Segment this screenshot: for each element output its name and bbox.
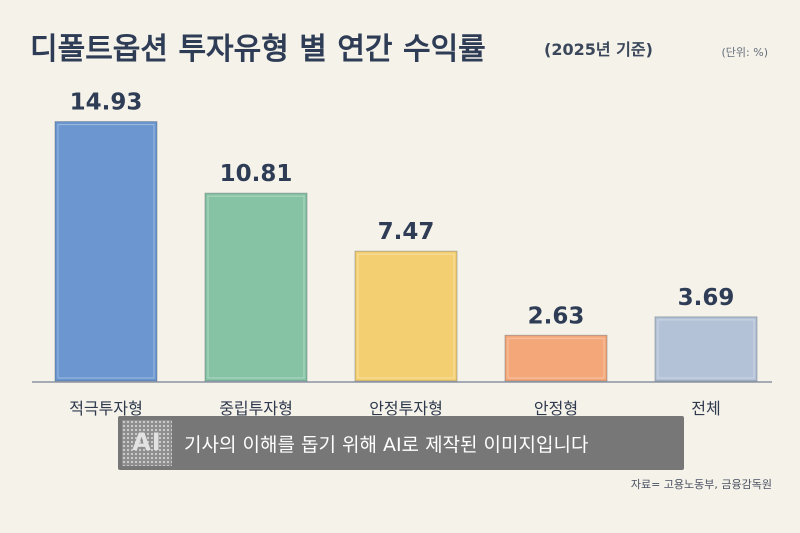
- ai-notice-text: 기사의 이해를 돕기 위해 AI로 제작된 이미지입니다: [184, 434, 589, 456]
- bar-highlight: [507, 337, 605, 379]
- bar-value-label: 10.81: [220, 161, 293, 187]
- bar-value-label: 7.47: [378, 219, 435, 245]
- bar: [654, 316, 758, 382]
- bar-value-label: 3.69: [678, 285, 735, 311]
- category-label: 안정투자형: [369, 399, 443, 418]
- unit-label: (단위: %): [721, 46, 768, 59]
- source-note: 자료= 고용노동부, 금융감독원: [630, 478, 772, 491]
- bar-highlight: [57, 124, 155, 379]
- bar: [354, 250, 458, 382]
- category-label: 안정형: [534, 399, 578, 418]
- chart-subtitle: (2025년 기준): [544, 40, 653, 59]
- title-row: 디폴트옵션 투자유형 별 연간 수익률 (2025년 기준) (단위: %): [30, 22, 770, 72]
- ai-notice-banner: AI 기사의 이해를 돕기 위해 AI로 제작된 이미지입니다: [118, 416, 684, 470]
- ai-logo-text: AI: [132, 428, 162, 456]
- category-label: 전체: [691, 399, 720, 418]
- bar-highlight: [657, 319, 755, 379]
- bar-highlight: [357, 253, 455, 379]
- bar: [54, 121, 158, 382]
- ai-logo-icon: AI: [122, 420, 172, 466]
- bar-highlight: [207, 195, 305, 379]
- chart-title: 디폴트옵션 투자유형 별 연간 수익률: [30, 32, 486, 67]
- category-label: 적극투자형: [69, 399, 143, 418]
- category-label: 중립투자형: [219, 399, 293, 418]
- bar: [504, 334, 608, 382]
- bar: [204, 192, 308, 382]
- bar-value-label: 2.63: [528, 303, 585, 329]
- bar-value-label: 14.93: [70, 90, 143, 116]
